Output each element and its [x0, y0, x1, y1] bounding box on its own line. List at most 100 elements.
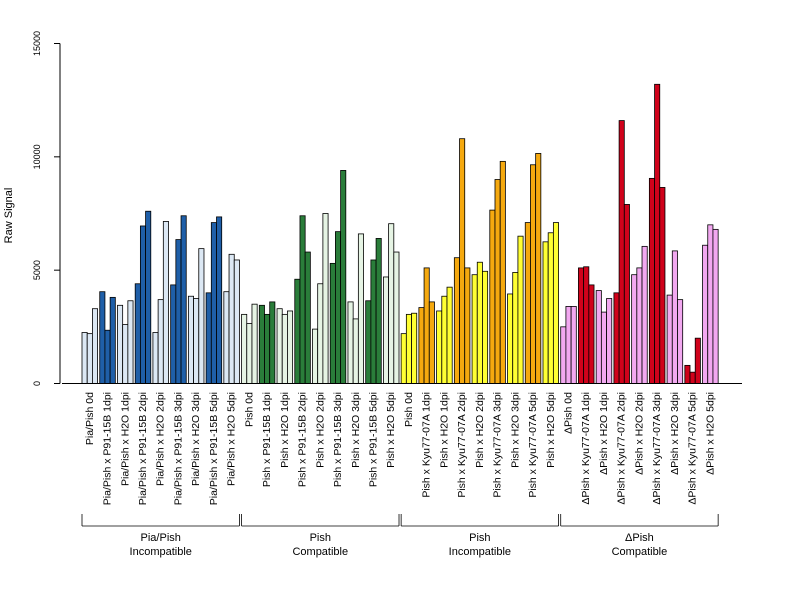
x-tick-label: Pish x H2O 2dpi — [474, 392, 486, 468]
bar — [134, 283, 141, 384]
bar — [258, 304, 265, 384]
y-tick-label: 5000 — [32, 260, 42, 280]
bar — [476, 261, 483, 384]
bar — [524, 222, 531, 384]
bar — [269, 301, 276, 384]
bar — [654, 83, 661, 384]
bar — [423, 267, 430, 384]
x-tick-label: Pish 0d — [243, 392, 255, 427]
bar — [702, 244, 709, 384]
bar — [139, 225, 146, 384]
bar — [205, 292, 212, 384]
bar — [689, 371, 696, 384]
bar — [357, 233, 364, 384]
bar — [636, 267, 643, 384]
x-tick-label: ΔPish x H2O 3dpi — [669, 392, 681, 475]
bar — [294, 278, 301, 384]
bar — [335, 231, 342, 384]
bar — [264, 313, 271, 384]
x-tick-label: ΔPish x H2O 5dpi — [704, 392, 716, 475]
bar — [405, 313, 412, 384]
bar — [453, 257, 460, 384]
bar — [228, 253, 235, 384]
bar — [383, 276, 390, 384]
bar — [446, 286, 453, 384]
bar — [127, 300, 134, 384]
bar — [122, 324, 129, 384]
y-tick-label: 0 — [32, 381, 42, 386]
x-tick-label: Pia/Pish x P91-15B 3dpi — [172, 392, 184, 505]
x-tick-label: Pish x Kyu77-07A 1dpi — [421, 392, 433, 498]
bar — [623, 204, 630, 384]
bar — [507, 293, 514, 384]
group-label-line1: ΔPish — [625, 532, 654, 544]
x-tick-label: Pish x Kyu77-07A 5dpi — [527, 392, 539, 498]
bar — [109, 296, 116, 384]
bar — [388, 223, 395, 384]
bar — [512, 272, 519, 384]
x-tick-label: Pish x H2O 5dpi — [545, 392, 557, 468]
bar — [471, 274, 478, 384]
bar — [170, 284, 177, 384]
bar — [613, 292, 620, 384]
bar — [436, 310, 443, 384]
bar — [411, 312, 418, 384]
x-tick-label: Pish x H2O 3dpi — [350, 392, 362, 468]
bar — [547, 232, 554, 384]
bar — [223, 291, 230, 384]
bar — [641, 245, 648, 384]
bar — [299, 215, 306, 384]
bar — [418, 307, 425, 384]
x-tick-label: ΔPish x Kyu77-07A 5dpi — [687, 392, 699, 505]
bar — [329, 262, 336, 384]
bar — [198, 248, 205, 384]
x-tick-label: Pia/Pish x P91-15B 5dpi — [208, 392, 220, 505]
group-label-line1: Pia/Pish — [141, 532, 181, 544]
x-tick-label: ΔPish x Kyu77-07A 1dpi — [580, 392, 592, 505]
bar — [552, 222, 559, 384]
group-label-line2: Compatible — [612, 546, 668, 558]
bar — [712, 228, 719, 384]
bar — [659, 187, 666, 384]
bar — [400, 333, 407, 384]
bar — [375, 238, 382, 384]
x-tick-label: Pia/Pish x P91-15B 1dpi — [102, 392, 114, 505]
group-label-line2: Compatible — [292, 546, 348, 558]
bar — [459, 138, 466, 384]
bar — [340, 170, 347, 384]
x-tick-label: ΔPish 0d — [563, 392, 575, 434]
x-tick-label: Pish x P91-15B 2dpi — [297, 392, 309, 487]
x-tick-label: ΔPish x Kyu77-07A 2dpi — [616, 392, 628, 505]
group-label-line2: Incompatible — [449, 546, 511, 558]
bar — [216, 216, 223, 384]
bar — [530, 164, 537, 384]
bar — [428, 301, 435, 384]
y-axis-label: Raw Signal — [3, 188, 15, 244]
bar — [560, 326, 567, 384]
bar — [347, 301, 354, 384]
bar — [187, 295, 194, 384]
x-tick-label: Pish x P91-15B 3dpi — [332, 392, 344, 487]
bar — [251, 303, 258, 384]
x-tick-label: Pish x H2O 1dpi — [438, 392, 450, 468]
bar — [489, 209, 496, 384]
bar — [499, 160, 506, 384]
bar — [193, 298, 200, 384]
x-tick-label: Pish x Kyu77-07A 3dpi — [492, 392, 504, 498]
bar — [542, 241, 549, 384]
group-label-line2: Incompatible — [130, 546, 192, 558]
bar — [565, 306, 572, 384]
bar — [322, 213, 329, 384]
bar — [370, 259, 377, 384]
group-label-line1: Pish — [469, 532, 490, 544]
bar — [684, 364, 691, 384]
x-tick-label: Pia/Pish x H2O 3dpi — [190, 392, 202, 486]
bar — [583, 266, 590, 384]
x-tick-label: Pia/Pish x P91-15B 2dpi — [137, 392, 149, 505]
bar — [81, 332, 88, 384]
bar — [312, 328, 319, 384]
bar — [482, 270, 489, 384]
bar — [117, 304, 124, 384]
